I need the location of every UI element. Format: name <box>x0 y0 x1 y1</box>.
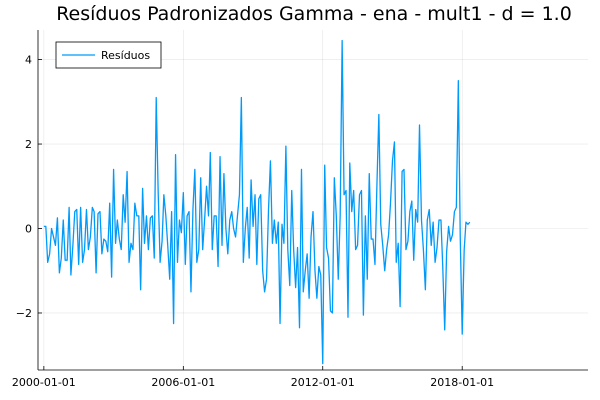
x-tick-label: 2018-01-01 <box>430 376 494 389</box>
x-tick-label: 2012-01-01 <box>291 376 355 389</box>
y-tick-label: 4 <box>25 54 32 67</box>
legend-box <box>55 41 162 69</box>
x-tick-label: 2000-01-01 <box>12 376 76 389</box>
series-line <box>43 39 471 365</box>
tick-labels: 2000-01-01 2006-01-01 2012-01-01 2018-01-01… <box>12 54 494 389</box>
axes <box>37 30 588 371</box>
chart-title: Resíduos Padronizados Gamma - ena - mult… <box>56 3 572 25</box>
legend: Resíduos <box>55 41 162 69</box>
legend-label: Resíduos <box>101 49 150 62</box>
series-layer <box>43 39 471 365</box>
x-tick-label: 2006-01-01 <box>151 376 215 389</box>
y-tick-label: 2 <box>25 138 32 151</box>
y-tick-label: −2 <box>16 307 32 320</box>
grid <box>38 30 588 370</box>
y-tick-label: 0 <box>25 223 32 236</box>
